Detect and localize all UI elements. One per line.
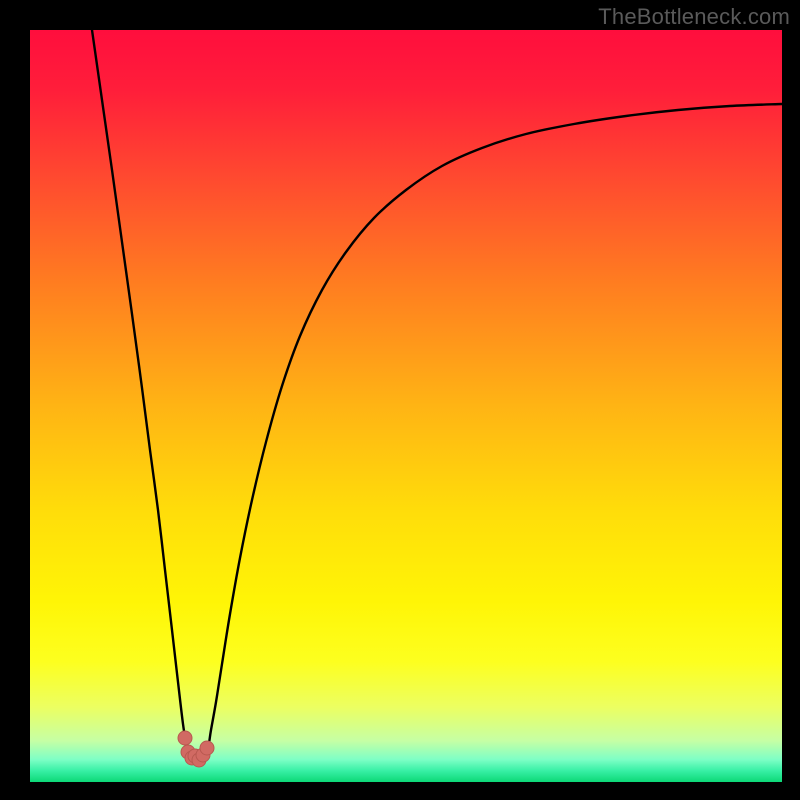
bottleneck-curve	[30, 30, 782, 782]
trough-marker	[200, 741, 214, 755]
trough-marker	[178, 731, 192, 745]
curve-trough-markers	[178, 731, 214, 767]
watermark-text: TheBottleneck.com	[598, 4, 790, 30]
plot-area	[30, 30, 782, 782]
curve-path	[92, 30, 782, 758]
